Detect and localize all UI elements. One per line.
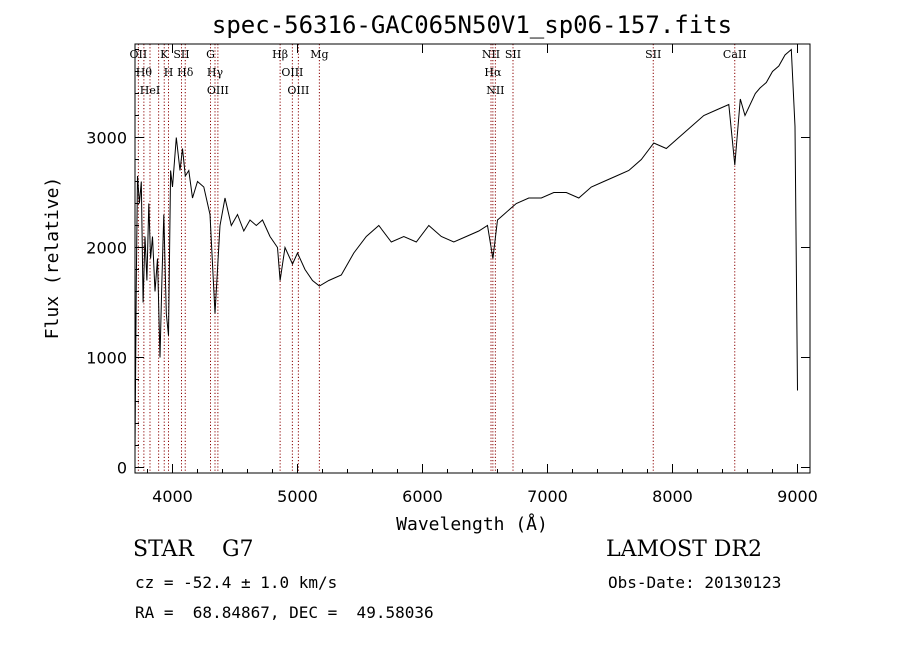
line-label: CaII	[723, 48, 747, 61]
line-label: NII	[482, 48, 500, 61]
x-tick-label: 5000	[277, 487, 318, 506]
line-labels: OII Hθ HeI KH SII Hδ G Hγ OIII Hβ OIII OIII Mg NII Hα N…	[130, 48, 747, 97]
plot-frame	[134, 43, 811, 474]
line-label: G	[206, 48, 215, 61]
line-label: Hβ	[272, 48, 288, 61]
survey-label: LAMOST DR2	[606, 537, 762, 562]
y-tick-label: 3000	[86, 129, 127, 148]
y-tick-label: 0	[117, 459, 127, 478]
x-tick-label: 7000	[527, 487, 568, 506]
y-axis: 0 1000 2000 3000	[86, 49, 810, 478]
x-tick-label: 6000	[402, 487, 443, 506]
line-label: Hγ	[207, 66, 224, 79]
line-label: Mg	[310, 48, 328, 61]
cz-label: cz = -52.4 ± 1.0 km/s	[135, 573, 338, 592]
line-label: HeI	[140, 84, 160, 97]
line-label: SII	[505, 48, 521, 61]
line-label: Hδ	[177, 66, 194, 79]
y-tick-label: 2000	[86, 239, 127, 258]
line-label: Hα	[484, 66, 502, 79]
line-label: OIII	[207, 84, 229, 97]
x-axis: 4000 5000 6000 7000 8000 9000	[147, 44, 818, 506]
radec-label: RA = 68.84867, DEC = 49.58036	[135, 603, 434, 622]
spectrum-line	[134, 48, 798, 452]
x-axis-label: Wavelength (Å)	[396, 513, 548, 535]
x-tick-label: 4000	[152, 487, 193, 506]
line-label: OIII	[281, 66, 303, 79]
class-label: STAR G7	[133, 537, 254, 562]
line-label: K	[160, 48, 169, 61]
line-label: H	[164, 66, 174, 79]
obs-date-label: Obs-Date: 20130123	[608, 573, 782, 592]
line-label: Hθ	[136, 66, 153, 79]
line-label: SII	[645, 48, 661, 61]
y-tick-label: 1000	[86, 349, 127, 368]
chart-title: spec-56316-GAC065N50V1_sp06-157.fits	[212, 11, 732, 39]
line-label: OII	[130, 48, 148, 61]
line-label: NII	[486, 84, 504, 97]
line-label: OIII	[287, 84, 309, 97]
y-axis-label: Flux (relative)	[42, 177, 63, 340]
line-label: SII	[173, 48, 189, 61]
x-tick-label: 9000	[777, 487, 818, 506]
x-tick-label: 8000	[652, 487, 693, 506]
line-markers	[137, 44, 736, 473]
